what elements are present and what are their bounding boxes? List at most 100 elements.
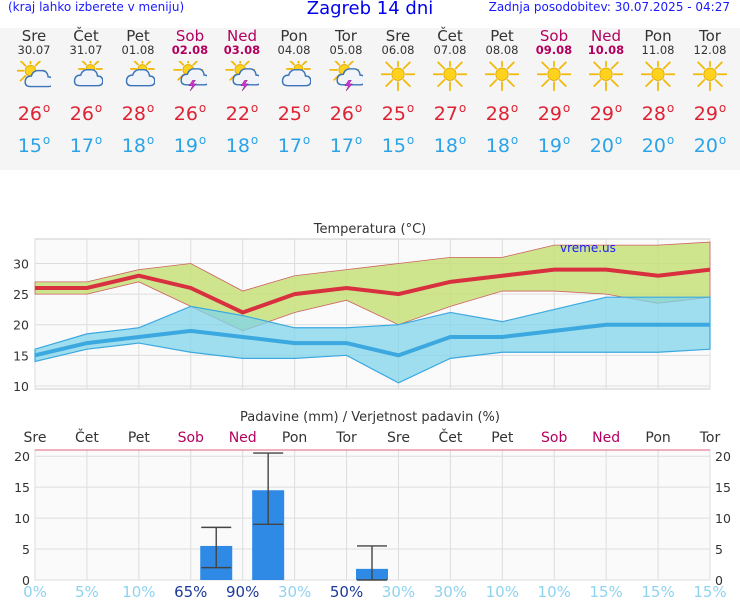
sun-icon	[693, 61, 727, 91]
sun-icon	[589, 61, 623, 91]
charts-area: Temperatura (°C) 10 15 20 25 30 vreme.us Padavi…	[13, 222, 731, 600]
thunderstorm-icon	[329, 61, 363, 91]
day-column: Sob 02.08 26o 19o	[164, 28, 216, 157]
precipitation-probability: 65%	[174, 583, 207, 600]
precipitation-x-label: Sob	[541, 430, 567, 446]
thunderstorm-icon	[225, 61, 259, 91]
max-temp: 28o	[485, 101, 519, 125]
precipitation-x-label: Pet	[128, 430, 151, 446]
min-temp: 15o	[17, 133, 51, 157]
sun-icon	[433, 61, 467, 91]
max-temp: 29o	[537, 101, 571, 125]
day-column: Tor 12.08 29o 20o	[684, 28, 736, 157]
thunderstorm-icon	[173, 61, 207, 91]
day-date: 07.08	[433, 43, 467, 57]
precipitation-y-tick-left: 15	[14, 480, 30, 495]
day-date: 11.08	[641, 43, 675, 57]
precipitation-probability: 10%	[486, 583, 519, 600]
sun-icon	[537, 61, 571, 91]
day-column: Sre 06.08 25o 15o	[372, 28, 424, 157]
day-column: Tor 05.08 26o 17o	[320, 28, 372, 157]
precipitation-probability: 15%	[693, 583, 726, 600]
min-temp: 15o	[381, 133, 415, 157]
day-date: 09.08	[535, 43, 573, 57]
day-name: Tor	[699, 27, 721, 45]
precipitation-probability: 15%	[641, 583, 674, 600]
day-date: 08.08	[485, 43, 519, 57]
precipitation-probability: 90%	[226, 583, 259, 600]
day-column: Pet 08.08 28o 18o	[476, 28, 528, 157]
precipitation-x-label: Ned	[229, 430, 257, 446]
min-temp: 17o	[329, 133, 363, 157]
min-temp-range-band	[34, 296, 711, 384]
min-temp: 18o	[225, 133, 259, 157]
precipitation-x-label: Sre	[24, 430, 47, 446]
day-name: Pet	[126, 27, 150, 45]
day-column: Čet 31.07 26o 17o	[60, 28, 112, 157]
day-column: Pon 04.08 25o 17o	[268, 28, 320, 157]
min-temp: 20o	[641, 133, 675, 157]
day-date: 01.08	[121, 43, 155, 57]
precipitation-x-label: Pet	[491, 430, 514, 446]
precipitation-x-label: Pon	[282, 430, 307, 446]
precipitation-probability: 10%	[122, 583, 155, 600]
watermark-text: vreme.us	[560, 241, 616, 255]
day-name: Sob	[175, 27, 205, 45]
precipitation-y-tick-right: 5	[715, 542, 723, 557]
max-temp: 29o	[693, 101, 727, 125]
min-temp: 17o	[277, 133, 311, 157]
menu-hint: (kraj lahko izberete v meniju)	[8, 0, 185, 14]
temperature-y-tick: 30	[13, 256, 29, 271]
precipitation-x-label: Čet	[438, 428, 462, 446]
precipitation-probability: 30%	[278, 583, 311, 600]
precipitation-x-label: Tor	[699, 430, 721, 446]
page-title: Zagreb 14 dni	[306, 0, 434, 19]
day-name: Čet	[437, 27, 463, 45]
day-column: Pon 11.08 28o 20o	[632, 28, 684, 157]
cloudy-sun-icon	[281, 61, 311, 87]
temperature-y-tick: 15	[13, 348, 29, 363]
day-name: Tor	[335, 27, 357, 45]
day-name: Sre	[21, 27, 47, 45]
max-temp: 26o	[329, 101, 363, 125]
min-temp: 19o	[537, 133, 571, 157]
sun-icon	[381, 61, 415, 91]
precipitation-x-label: Čet	[75, 428, 99, 446]
precipitation-y-tick-right: 10	[715, 511, 731, 526]
sun-icon	[485, 61, 519, 91]
cloudy-sun-icon	[73, 61, 103, 87]
precipitation-x-label: Sob	[178, 430, 204, 446]
max-temp: 22o	[225, 101, 259, 125]
precipitation-y-tick-left: 5	[22, 542, 30, 557]
min-temp: 18o	[433, 133, 467, 157]
min-temp: 18o	[485, 133, 519, 157]
day-column: Sob 09.08 29o 19o	[528, 28, 580, 157]
max-temp: 25o	[381, 101, 415, 125]
day-date: 10.08	[587, 43, 625, 57]
max-temp: 26o	[69, 101, 103, 125]
max-temp: 28o	[121, 101, 155, 125]
precipitation-x-label: Ned	[592, 430, 620, 446]
precipitation-probability: 5%	[75, 583, 99, 600]
day-name: Pet	[490, 27, 514, 45]
day-date: 31.07	[69, 43, 103, 57]
day-date: 06.08	[381, 43, 415, 57]
min-temp: 18o	[121, 133, 155, 157]
day-column: Ned 10.08 29o 20o	[580, 28, 632, 157]
max-temp: 25o	[277, 101, 311, 125]
day-column: Ned 03.08 22o 18o	[216, 28, 268, 157]
day-column: Sre 30.07 26o 15o	[8, 28, 60, 157]
partly-cloudy-icon	[17, 61, 51, 88]
forecast-strip: Sre 30.07 26o 15o Čet 31.07 26o 17o Pet 01.08 28o 1…	[0, 28, 740, 170]
precipitation-chart-title: Padavine (mm) / Verjetnost padavin (%)	[240, 410, 500, 425]
max-temp-line	[35, 267, 711, 315]
min-temp: 19o	[173, 133, 207, 157]
temperature-y-tick: 10	[13, 379, 29, 394]
precipitation-probability: 50%	[330, 583, 363, 600]
day-name: Sre	[385, 27, 411, 45]
precipitation-probability: 30%	[434, 583, 467, 600]
precipitation-y-tick-right: 20	[715, 449, 731, 464]
day-date: 03.08	[223, 43, 261, 57]
precipitation-y-tick-left: 0	[22, 573, 30, 588]
min-temp: 20o	[693, 133, 727, 157]
